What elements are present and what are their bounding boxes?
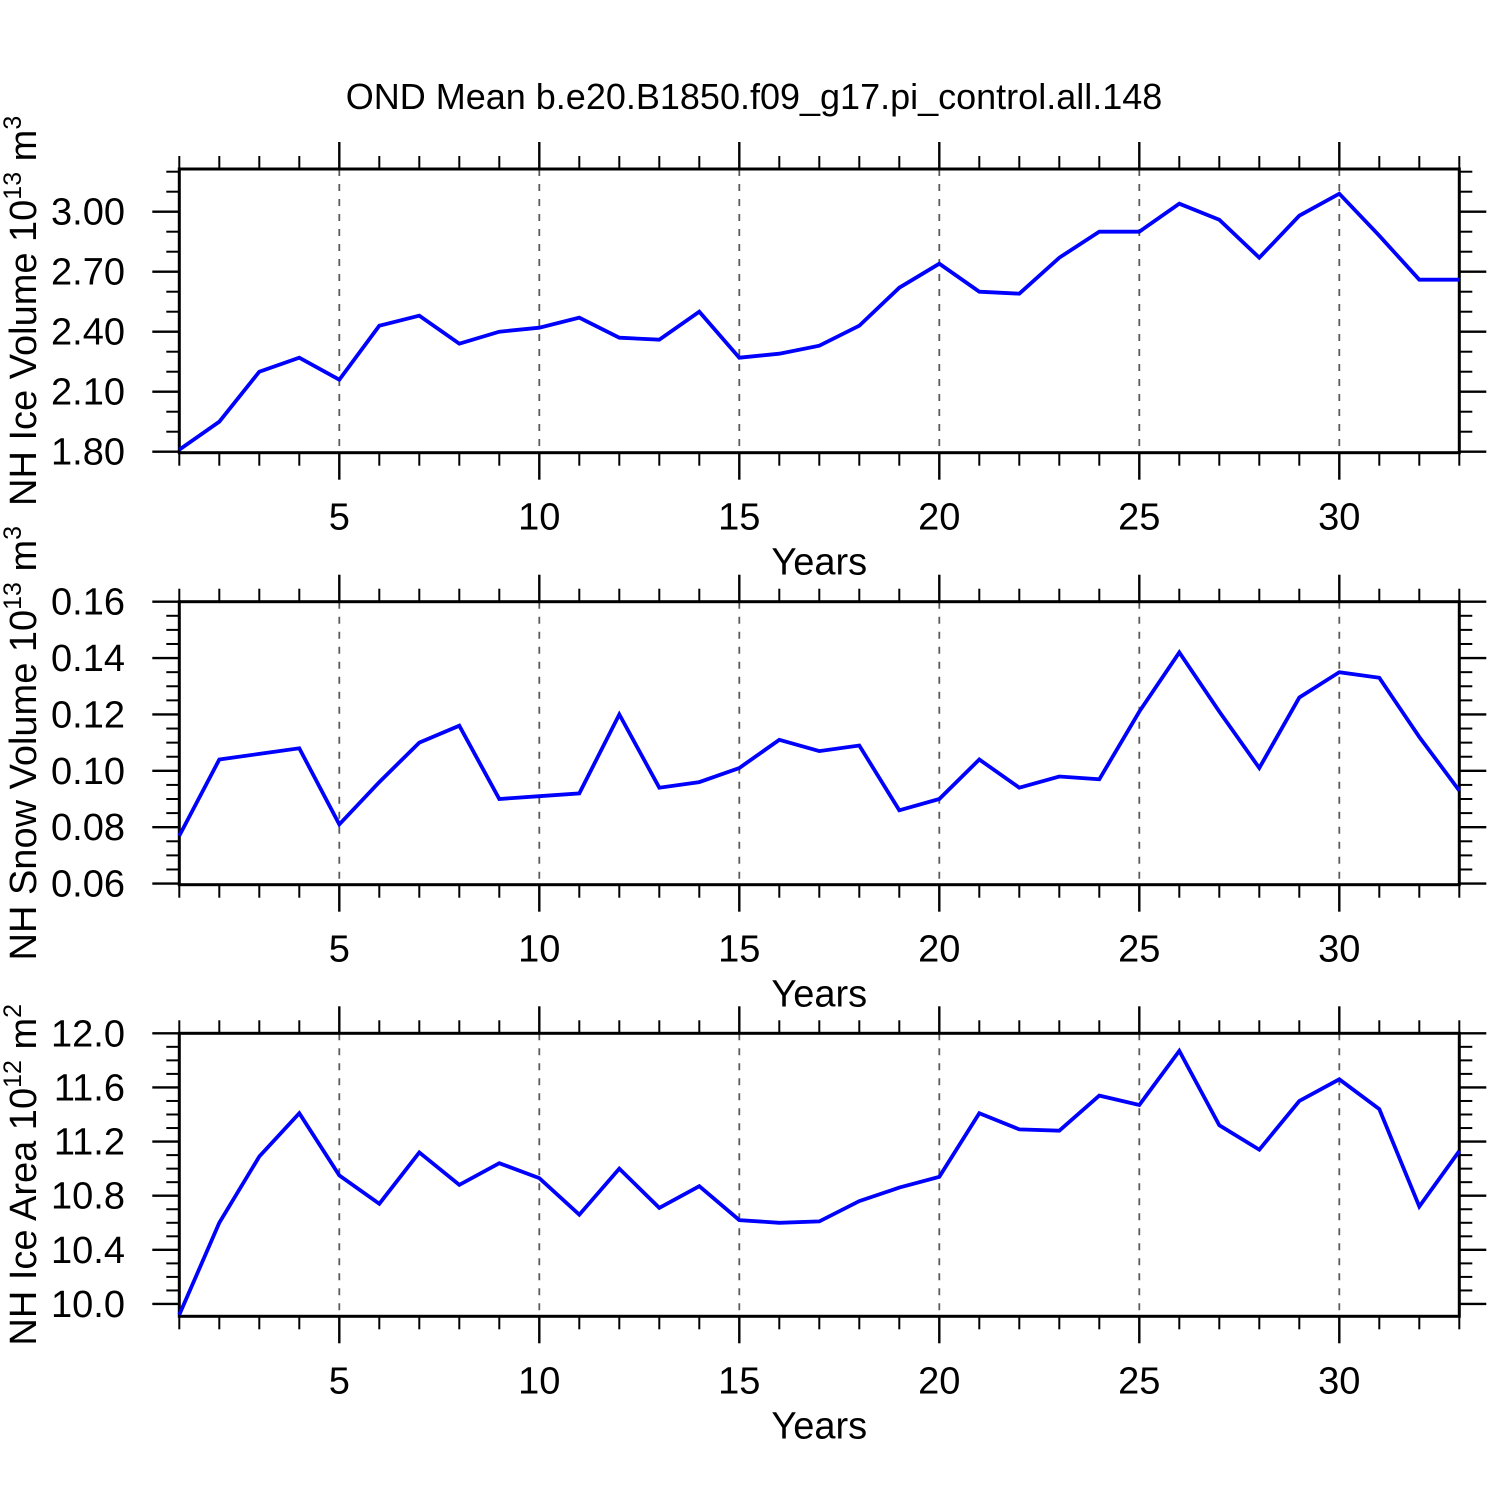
- x-tick-label: 15: [718, 929, 760, 971]
- x-tick-label: 5: [329, 929, 350, 971]
- y-tick-label: 10.4: [51, 1230, 125, 1272]
- x-axis-title: Years: [771, 1405, 867, 1447]
- x-tick-label: 20: [918, 929, 960, 971]
- y-tick-label: 1.80: [51, 432, 125, 474]
- y-tick-label: 2.40: [51, 312, 125, 354]
- x-tick-label: 5: [329, 497, 350, 539]
- y-tick-label: 12.0: [51, 1013, 125, 1055]
- x-axis-title: Years: [771, 974, 867, 1016]
- x-tick-label: 10: [518, 497, 560, 539]
- y-tick-label: 0.08: [51, 807, 125, 849]
- panel-nh-ice-volume: 1.80 2.10 2.40 2.70 3.00 5 10 15 20 25 30 Years NH I…: [0, 116, 1487, 584]
- y-tick-label: 11.6: [54, 1067, 125, 1109]
- x-tick-label: 10: [518, 1360, 560, 1402]
- y-axis-title: NH Ice Volume 1013 m3: [0, 116, 45, 506]
- panel-nh-snow-volume: 0.06 0.08 0.10 0.12 0.14 0.16 5 10 15 20 25 30 Years…: [0, 526, 1487, 1016]
- y-tick-label: 0.12: [51, 694, 125, 736]
- y-tick-label: 0.14: [51, 638, 125, 680]
- y-tick-label: 11.2: [54, 1122, 125, 1164]
- plot-box: [177, 1031, 1461, 1318]
- data-line-nh-snow-volume: [177, 649, 1461, 837]
- x-tick-label: 25: [1118, 497, 1160, 539]
- x-tick-label: 25: [1118, 929, 1160, 971]
- y-tick-label: 0.10: [51, 751, 125, 793]
- y-axis-title: NH Ice Area 1012 m2: [0, 1004, 45, 1346]
- chart-title: OND Mean b.e20.B1850.f09_g17.pi_control.…: [345, 76, 1163, 117]
- x-tick-label: 5: [329, 1360, 350, 1402]
- x-tick-label: 20: [918, 1360, 960, 1402]
- x-tick-label: 20: [918, 497, 960, 539]
- y-axis-title: NH Snow Volume 1013 m3: [0, 526, 45, 961]
- plot-box: [177, 167, 1461, 455]
- x-tick-label: 30: [1318, 929, 1360, 971]
- plot-box: [177, 600, 1461, 887]
- data-line-nh-ice-area: [177, 1047, 1461, 1316]
- y-tick-label: 10.8: [51, 1176, 125, 1218]
- x-tick-label: 15: [718, 497, 760, 539]
- y-tick-label: 2.70: [51, 252, 125, 294]
- y-tick-label: 0.06: [51, 864, 125, 906]
- y-tick-label: 0.16: [51, 582, 125, 624]
- data-line-nh-ice-volume: [178, 191, 1460, 452]
- panel-nh-ice-area: 10.0 10.4 10.8 11.2 11.6 12.0 5 10 15 20 25 30 Years…: [0, 1004, 1487, 1447]
- x-axis-title: Years: [771, 542, 867, 584]
- x-tick-label: 25: [1118, 1360, 1160, 1402]
- x-tick-label: 30: [1318, 497, 1360, 539]
- x-tick-label: 10: [518, 929, 560, 971]
- x-tick-label: 15: [718, 1360, 760, 1402]
- y-tick-label: 2.10: [51, 372, 125, 414]
- x-tick-label: 30: [1318, 1360, 1360, 1402]
- y-tick-label: 3.00: [51, 192, 125, 234]
- y-tick-label: 10.0: [51, 1284, 125, 1326]
